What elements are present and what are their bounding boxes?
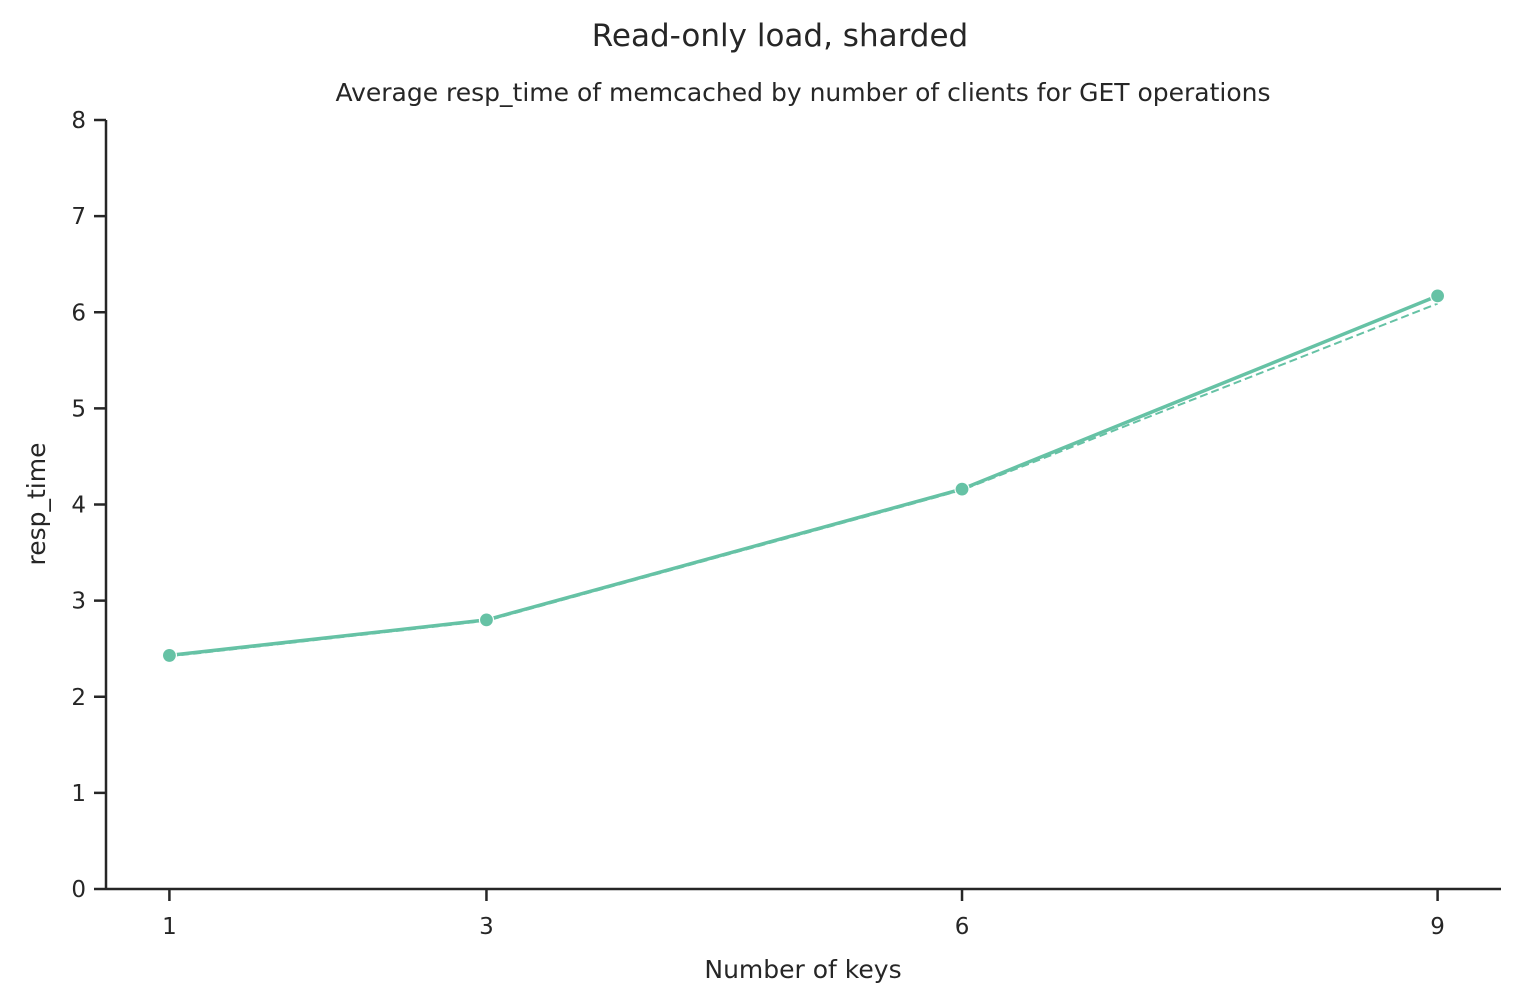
y-tick-label: 8 — [71, 108, 86, 134]
series-line-1 — [169, 294, 1439, 658]
y-tick-label: 1 — [71, 781, 86, 807]
x-tick-label: 6 — [955, 914, 970, 940]
data-point — [954, 481, 970, 497]
x-tick-label: 1 — [162, 914, 177, 940]
chart-suptitle: Read-only load, sharded — [592, 18, 968, 54]
y-axis-label: resp_time — [22, 443, 51, 566]
chart-title: Average resp_time of memcached by number… — [335, 78, 1270, 107]
data-point — [161, 647, 178, 664]
data-point — [478, 612, 495, 628]
data-point — [1429, 288, 1446, 304]
x-axis-label: Number of keys — [704, 955, 901, 984]
y-tick-label: 5 — [71, 396, 86, 422]
y-tick-label: 6 — [71, 300, 86, 326]
x-tick-label: 9 — [1430, 914, 1445, 940]
y-tick-label: 7 — [71, 204, 86, 230]
y-tick-label: 4 — [71, 493, 86, 519]
series-line-2 — [169, 302, 1438, 658]
y-tick-label: 2 — [71, 685, 86, 711]
y-tick-label: 3 — [71, 589, 86, 615]
y-axis-ticks: 0 1 2 3 4 5 6 7 8 — [71, 108, 106, 903]
series-layer — [161, 288, 1446, 664]
x-axis-ticks: 1 3 6 9 — [162, 889, 1445, 940]
y-tick-label: 0 — [71, 877, 86, 903]
x-tick-label: 3 — [479, 914, 494, 940]
